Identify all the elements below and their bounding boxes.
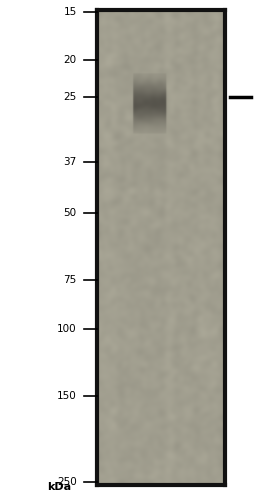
Text: 25: 25 (63, 92, 77, 102)
Text: 75: 75 (63, 276, 77, 286)
Text: 150: 150 (57, 392, 77, 401)
Text: 15: 15 (63, 6, 77, 16)
Text: kDa: kDa (47, 482, 71, 492)
Text: 250: 250 (57, 477, 77, 487)
Text: 50: 50 (64, 208, 77, 218)
Text: 37: 37 (63, 157, 77, 167)
Text: 20: 20 (64, 54, 77, 65)
Text: 100: 100 (57, 324, 77, 334)
